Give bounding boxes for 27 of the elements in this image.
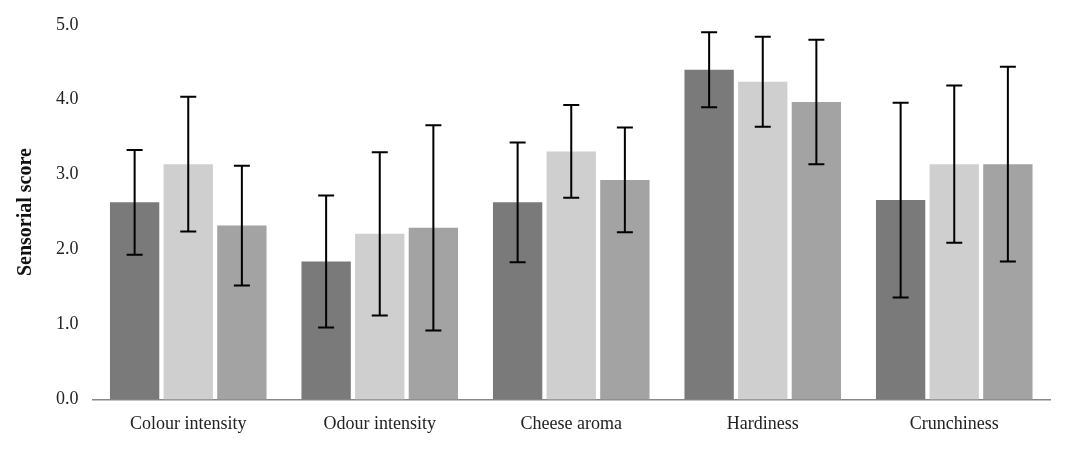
y-tick-label: 3.0 xyxy=(56,163,79,184)
y-tick-label: 1.0 xyxy=(56,313,79,334)
y-tick-label: 2.0 xyxy=(56,238,79,259)
x-tick-label: Hardiness xyxy=(726,412,799,433)
y-tick-label: 5.0 xyxy=(56,13,79,34)
x-tick-label: Crunchiness xyxy=(909,412,999,433)
bar xyxy=(546,151,596,400)
bar xyxy=(217,225,267,400)
x-tick-label: Odour intensity xyxy=(323,412,436,433)
bar xyxy=(600,179,650,400)
x-tick-label: Cheese aroma xyxy=(520,412,622,433)
bar xyxy=(929,164,979,400)
bar xyxy=(791,101,842,400)
y-axis-title: Sensorial score xyxy=(13,148,36,277)
bar xyxy=(408,227,459,400)
bar xyxy=(492,202,543,400)
bar xyxy=(163,164,213,400)
y-tick-label: 0.0 xyxy=(56,388,79,409)
bar xyxy=(684,69,734,400)
bar xyxy=(983,164,1033,400)
y-tick-label: 4.0 xyxy=(56,88,79,109)
x-tick-label: Colour intensity xyxy=(130,412,247,433)
bar xyxy=(875,200,926,400)
bar xyxy=(355,233,405,400)
bar xyxy=(109,202,160,400)
bar xyxy=(738,81,788,400)
bar xyxy=(301,261,351,400)
